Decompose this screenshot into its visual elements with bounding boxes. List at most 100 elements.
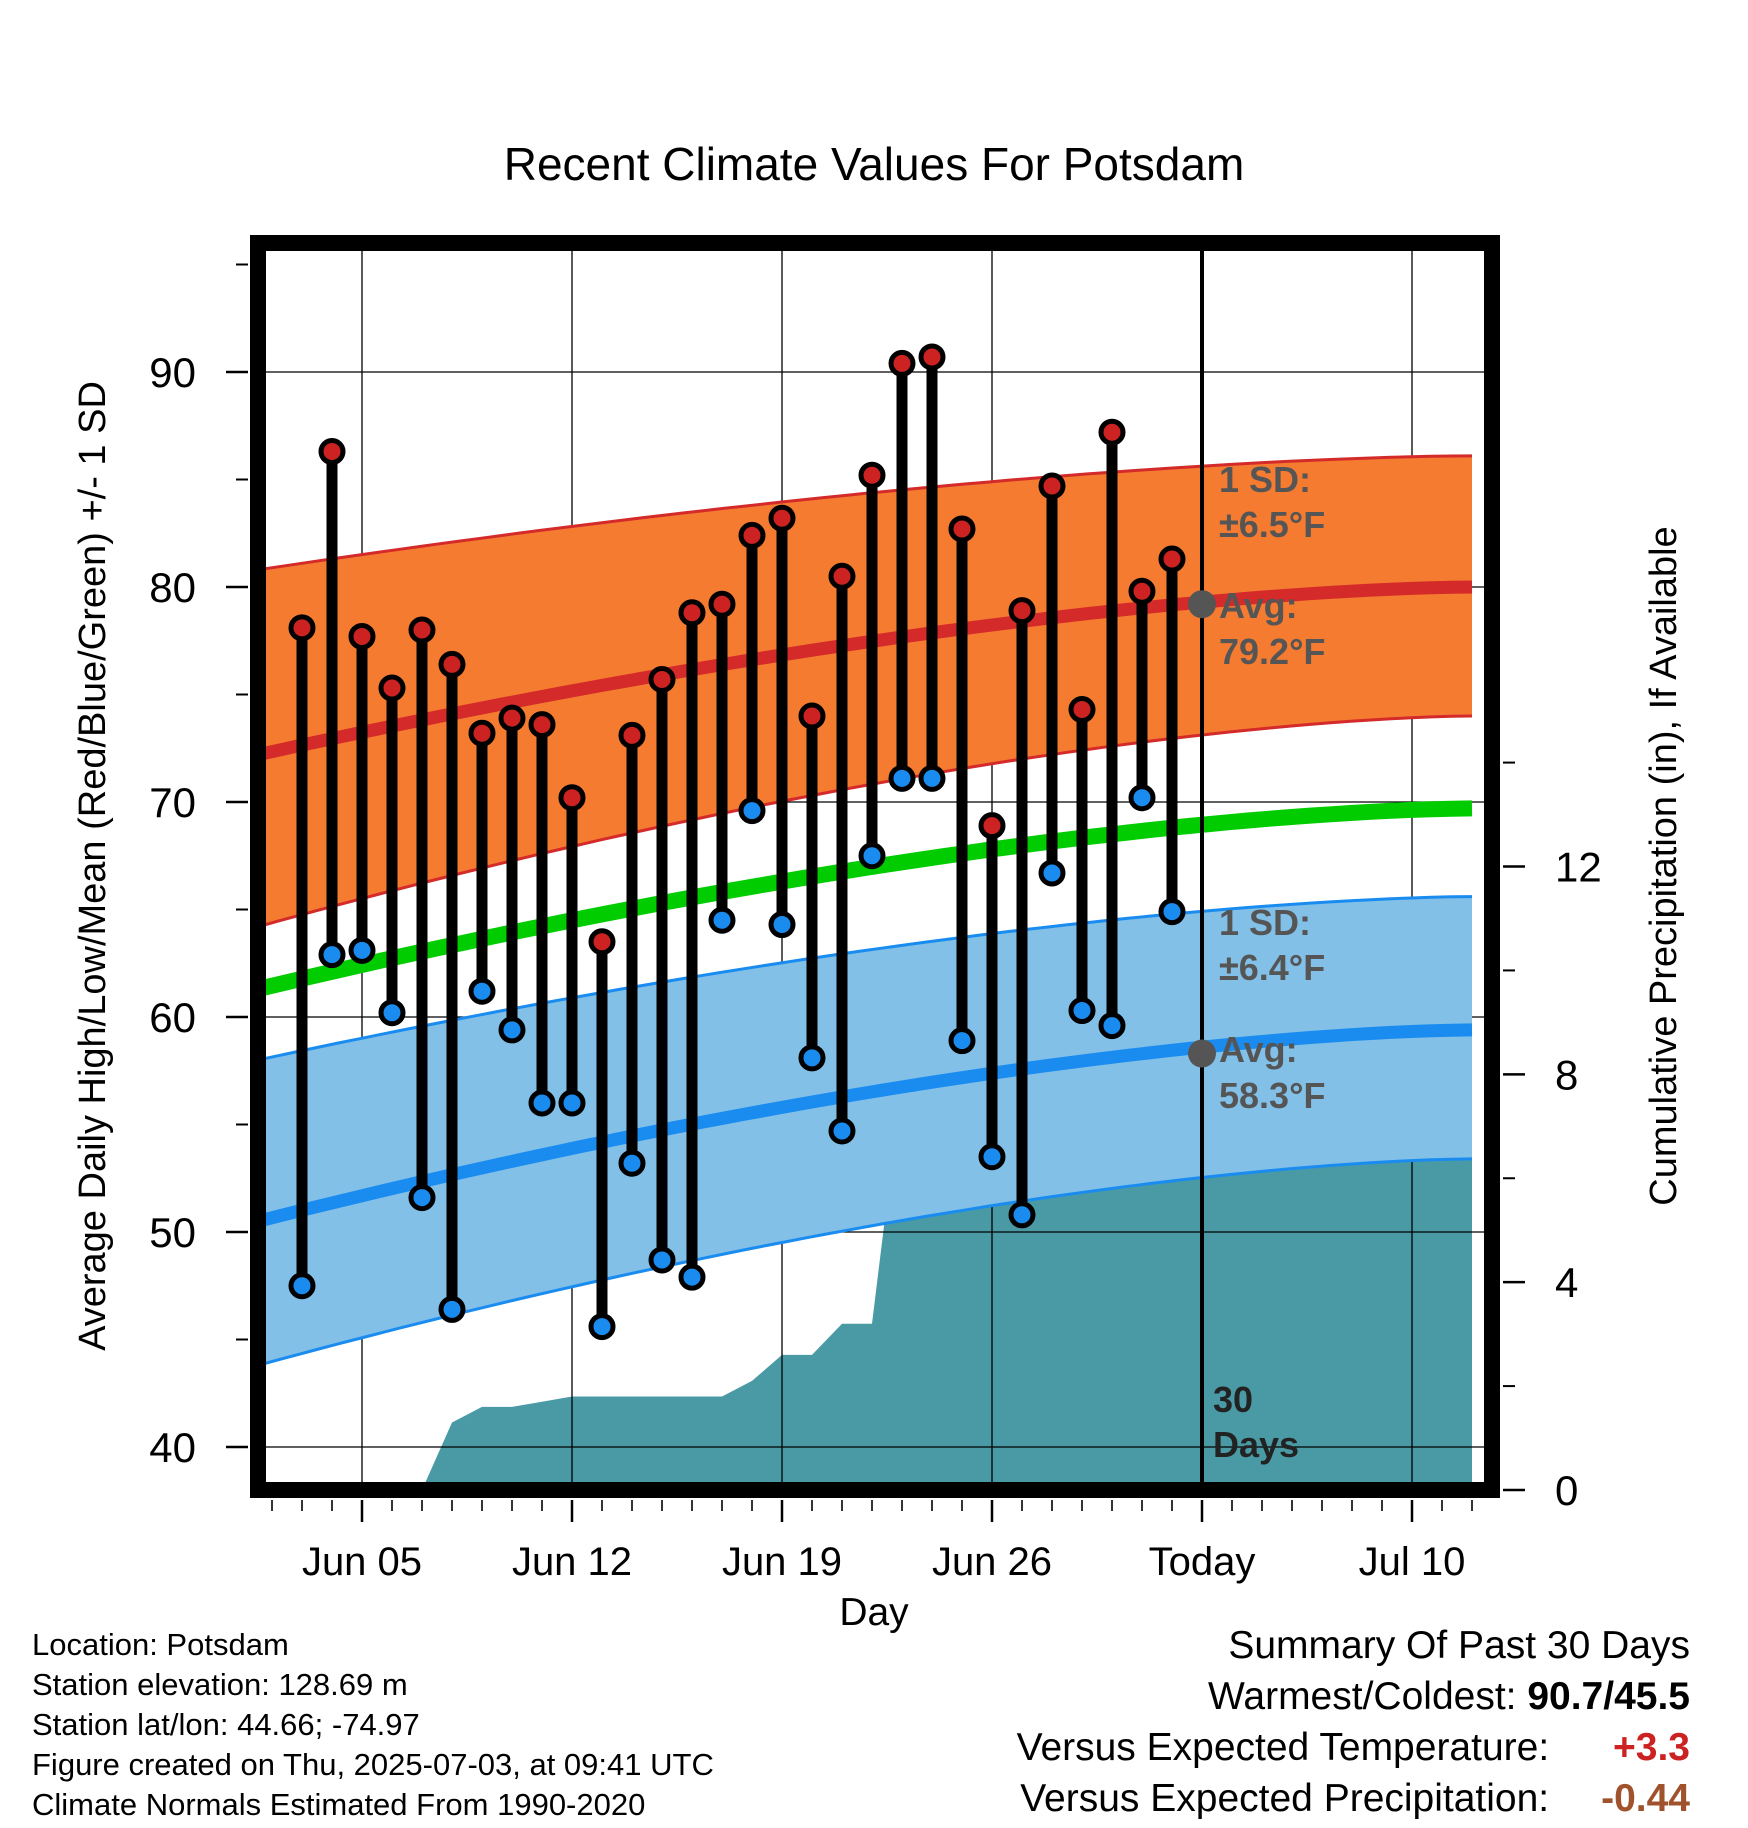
daily-low-point bbox=[528, 1089, 556, 1117]
summary-temp-value: +3.3 bbox=[1613, 1726, 1690, 1769]
y-tick-label: 60 bbox=[149, 994, 196, 1041]
annotation-high-sd-label: 1 SD: bbox=[1219, 459, 1311, 500]
y2-tick-label: 4 bbox=[1555, 1259, 1578, 1306]
y2-axis-label: Cumulative Precipitation (in), If Availa… bbox=[1643, 526, 1685, 1205]
daily-low-point bbox=[948, 1027, 976, 1055]
summary-temp-label: Versus Expected Temperature: bbox=[1016, 1726, 1550, 1769]
daily-low-point bbox=[768, 911, 796, 939]
x-tick-label: Jun 12 bbox=[512, 1540, 632, 1584]
daily-high-point bbox=[348, 622, 376, 650]
y2-tick-label: 8 bbox=[1555, 1051, 1578, 1098]
daily-low-point bbox=[498, 1016, 526, 1044]
annotation-high-avg-label: Avg: bbox=[1219, 585, 1298, 626]
x-tick-label: Jun 19 bbox=[722, 1540, 842, 1584]
summary-warmest-label: Warmest/Coldest: bbox=[1208, 1675, 1517, 1718]
daily-high-point bbox=[468, 719, 496, 747]
daily-low-point bbox=[1158, 898, 1186, 926]
daily-high-point bbox=[948, 515, 976, 543]
annotation-high-sd-value: ±6.5°F bbox=[1219, 504, 1325, 545]
y-tick-label: 50 bbox=[149, 1209, 196, 1256]
info-elevation: Station elevation: 128.69 m bbox=[32, 1667, 408, 1702]
y-tick-label: 70 bbox=[149, 779, 196, 826]
daily-high-point bbox=[588, 928, 616, 956]
daily-low-point bbox=[1098, 1012, 1126, 1040]
low-sd-band-upper-edge bbox=[265, 895, 1473, 1061]
daily-low-point bbox=[558, 1089, 586, 1117]
mean-avg-line bbox=[265, 800, 1473, 996]
daily-high-point bbox=[1038, 472, 1066, 500]
daily-low-point bbox=[288, 1272, 316, 1300]
daily-low-point bbox=[1128, 784, 1156, 812]
annotation-low-sd-value: ±6.4°F bbox=[1219, 947, 1325, 988]
y-tick-label: 90 bbox=[149, 349, 196, 396]
summary-heading: Summary Of Past 30 Days bbox=[1228, 1624, 1690, 1667]
y-tick-label: 80 bbox=[149, 564, 196, 611]
daily-high-point bbox=[378, 674, 406, 702]
daily-high-point bbox=[678, 599, 706, 627]
today-low-avg-marker bbox=[1188, 1039, 1216, 1068]
daily-low-point bbox=[1068, 997, 1096, 1025]
x-tick-label: Jul 10 bbox=[1359, 1540, 1466, 1584]
x-tick-label: Today bbox=[1149, 1540, 1256, 1584]
daily-high-point bbox=[528, 711, 556, 739]
daily-low-point bbox=[648, 1246, 676, 1274]
daily-low-point bbox=[708, 906, 736, 934]
daily-high-point bbox=[858, 461, 886, 489]
low-avg-line bbox=[265, 1023, 1473, 1227]
info-latlon: Station lat/lon: 44.66; -74.97 bbox=[32, 1707, 420, 1742]
plot-frame bbox=[250, 235, 1500, 1498]
daily-high-point bbox=[1008, 597, 1036, 625]
daily-low-point bbox=[408, 1184, 436, 1212]
daily-high-point bbox=[438, 650, 466, 678]
summary-warmest-row: Warmest/Coldest: 90.7/45.5 bbox=[1017, 1671, 1690, 1722]
daily-high-point bbox=[1068, 696, 1096, 724]
daily-low-point bbox=[798, 1044, 826, 1072]
daily-high-point bbox=[738, 521, 766, 549]
daily-low-point bbox=[738, 797, 766, 825]
daily-high-point bbox=[978, 812, 1006, 840]
daily-high-point bbox=[708, 590, 736, 618]
info-created: Figure created on Thu, 2025-07-03, at 09… bbox=[32, 1747, 714, 1782]
daily-high-point bbox=[1158, 545, 1186, 573]
daily-high-point bbox=[288, 614, 316, 642]
annotation-low-avg-value: 58.3°F bbox=[1219, 1075, 1325, 1116]
daily-low-point bbox=[1038, 859, 1066, 887]
high-avg-line bbox=[265, 580, 1473, 760]
daily-low-point bbox=[468, 977, 496, 1005]
daily-low-point bbox=[378, 999, 406, 1027]
x-axis-label: Day bbox=[839, 1591, 909, 1634]
daily-high-point bbox=[768, 504, 796, 532]
today-high-avg-marker bbox=[1188, 590, 1216, 619]
daily-high-point bbox=[798, 702, 826, 730]
daily-low-point bbox=[888, 764, 916, 792]
days-count-label: 30 bbox=[1213, 1379, 1253, 1420]
annotation-low-sd-label: 1 SD: bbox=[1219, 902, 1311, 943]
daily-high-point bbox=[828, 562, 856, 590]
daily-high-point bbox=[618, 721, 646, 749]
daily-low-point bbox=[858, 842, 886, 870]
y2-tick-label: 0 bbox=[1555, 1467, 1578, 1514]
chart-title: Recent Climate Values For Potsdam bbox=[504, 138, 1245, 190]
daily-high-point bbox=[498, 704, 526, 732]
summary-precip-value: -0.44 bbox=[1601, 1777, 1690, 1820]
summary-panel: Summary Of Past 30 Days Warmest/Coldest:… bbox=[1017, 1620, 1690, 1824]
daily-low-point bbox=[678, 1263, 706, 1291]
daily-high-point bbox=[918, 343, 946, 371]
daily-low-point bbox=[348, 936, 376, 964]
daily-low-point bbox=[978, 1143, 1006, 1171]
daily-high-point bbox=[1128, 577, 1156, 605]
days-word-label: Days bbox=[1213, 1424, 1299, 1465]
x-tick-label: Jun 26 bbox=[932, 1540, 1052, 1584]
daily-low-point bbox=[438, 1295, 466, 1323]
plot-area bbox=[265, 250, 1485, 1483]
summary-warmest-value: 90.7/45.5 bbox=[1527, 1675, 1690, 1718]
high-sd-band-upper-edge bbox=[265, 454, 1473, 571]
daily-low-point bbox=[588, 1313, 616, 1341]
daily-low-point bbox=[618, 1149, 646, 1177]
station-info: Location: Potsdam Station elevation: 128… bbox=[32, 1625, 714, 1825]
high-sd-band-lower-edge bbox=[265, 714, 1473, 927]
daily-low-point bbox=[318, 941, 346, 969]
info-location: Location: Potsdam bbox=[32, 1627, 289, 1662]
annotation-high-avg-value: 79.2°F bbox=[1219, 631, 1325, 672]
